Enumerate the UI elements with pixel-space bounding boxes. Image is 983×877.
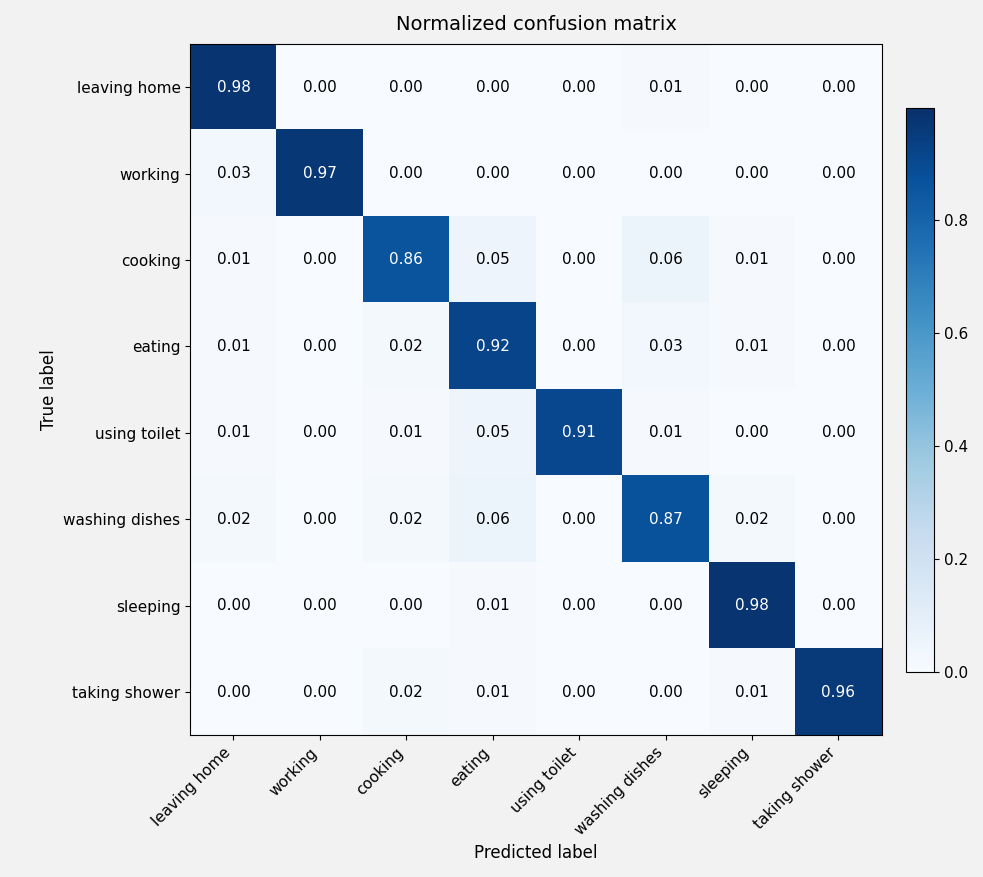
Text: 0.05: 0.05 — [476, 253, 509, 267]
Text: 0.00: 0.00 — [822, 166, 855, 181]
Text: 0.02: 0.02 — [389, 512, 424, 527]
Text: 0.00: 0.00 — [735, 80, 769, 95]
Text: 0.03: 0.03 — [649, 339, 682, 354]
Text: 0.00: 0.00 — [303, 339, 337, 354]
Text: 0.00: 0.00 — [822, 512, 855, 527]
Text: 0.00: 0.00 — [216, 598, 251, 613]
Text: 0.98: 0.98 — [216, 80, 251, 95]
Text: 0.01: 0.01 — [476, 598, 509, 613]
Text: 0.00: 0.00 — [649, 685, 682, 700]
Text: 0.00: 0.00 — [303, 253, 337, 267]
Text: 0.00: 0.00 — [303, 425, 337, 440]
Text: 0.00: 0.00 — [822, 425, 855, 440]
Text: 0.01: 0.01 — [735, 339, 769, 354]
Text: 0.01: 0.01 — [476, 685, 509, 700]
Text: 0.00: 0.00 — [562, 512, 596, 527]
Text: 0.00: 0.00 — [562, 80, 596, 95]
Text: 0.01: 0.01 — [216, 339, 251, 354]
Text: 0.01: 0.01 — [649, 425, 682, 440]
Text: 0.00: 0.00 — [735, 425, 769, 440]
Text: 0.00: 0.00 — [822, 253, 855, 267]
Text: 0.00: 0.00 — [649, 166, 682, 181]
Text: 0.02: 0.02 — [389, 339, 424, 354]
Y-axis label: True label: True label — [40, 349, 58, 430]
Text: 0.00: 0.00 — [822, 598, 855, 613]
Text: 0.01: 0.01 — [735, 685, 769, 700]
Text: 0.00: 0.00 — [822, 339, 855, 354]
Text: 0.01: 0.01 — [216, 425, 251, 440]
Text: 0.00: 0.00 — [649, 598, 682, 613]
Text: 0.00: 0.00 — [303, 598, 337, 613]
Text: 0.96: 0.96 — [822, 685, 855, 700]
Text: 0.00: 0.00 — [389, 598, 424, 613]
Text: 0.00: 0.00 — [562, 166, 596, 181]
Text: 0.00: 0.00 — [562, 685, 596, 700]
Text: 0.97: 0.97 — [303, 166, 337, 181]
Text: 0.01: 0.01 — [735, 253, 769, 267]
Text: 0.98: 0.98 — [735, 598, 769, 613]
Text: 0.00: 0.00 — [303, 512, 337, 527]
Text: 0.00: 0.00 — [562, 598, 596, 613]
Text: 0.02: 0.02 — [735, 512, 769, 527]
Text: 0.00: 0.00 — [389, 80, 424, 95]
Text: 0.92: 0.92 — [476, 339, 509, 354]
Text: 0.00: 0.00 — [303, 80, 337, 95]
Text: 0.00: 0.00 — [389, 166, 424, 181]
Text: 0.02: 0.02 — [216, 512, 251, 527]
Text: 0.86: 0.86 — [389, 253, 424, 267]
Text: 0.00: 0.00 — [735, 166, 769, 181]
Title: Normalized confusion matrix: Normalized confusion matrix — [395, 15, 676, 34]
Text: 0.00: 0.00 — [476, 80, 509, 95]
X-axis label: Predicted label: Predicted label — [474, 844, 598, 862]
Text: 0.05: 0.05 — [476, 425, 509, 440]
Text: 0.01: 0.01 — [216, 253, 251, 267]
Text: 0.00: 0.00 — [562, 339, 596, 354]
Text: 0.00: 0.00 — [562, 253, 596, 267]
Text: 0.06: 0.06 — [476, 512, 509, 527]
Text: 0.00: 0.00 — [476, 166, 509, 181]
Text: 0.91: 0.91 — [562, 425, 596, 440]
Text: 0.01: 0.01 — [389, 425, 424, 440]
Text: 0.01: 0.01 — [649, 80, 682, 95]
Text: 0.00: 0.00 — [303, 685, 337, 700]
Text: 0.87: 0.87 — [649, 512, 682, 527]
Text: 0.06: 0.06 — [649, 253, 682, 267]
Text: 0.00: 0.00 — [216, 685, 251, 700]
Text: 0.03: 0.03 — [216, 166, 251, 181]
Text: 0.02: 0.02 — [389, 685, 424, 700]
Text: 0.00: 0.00 — [822, 80, 855, 95]
